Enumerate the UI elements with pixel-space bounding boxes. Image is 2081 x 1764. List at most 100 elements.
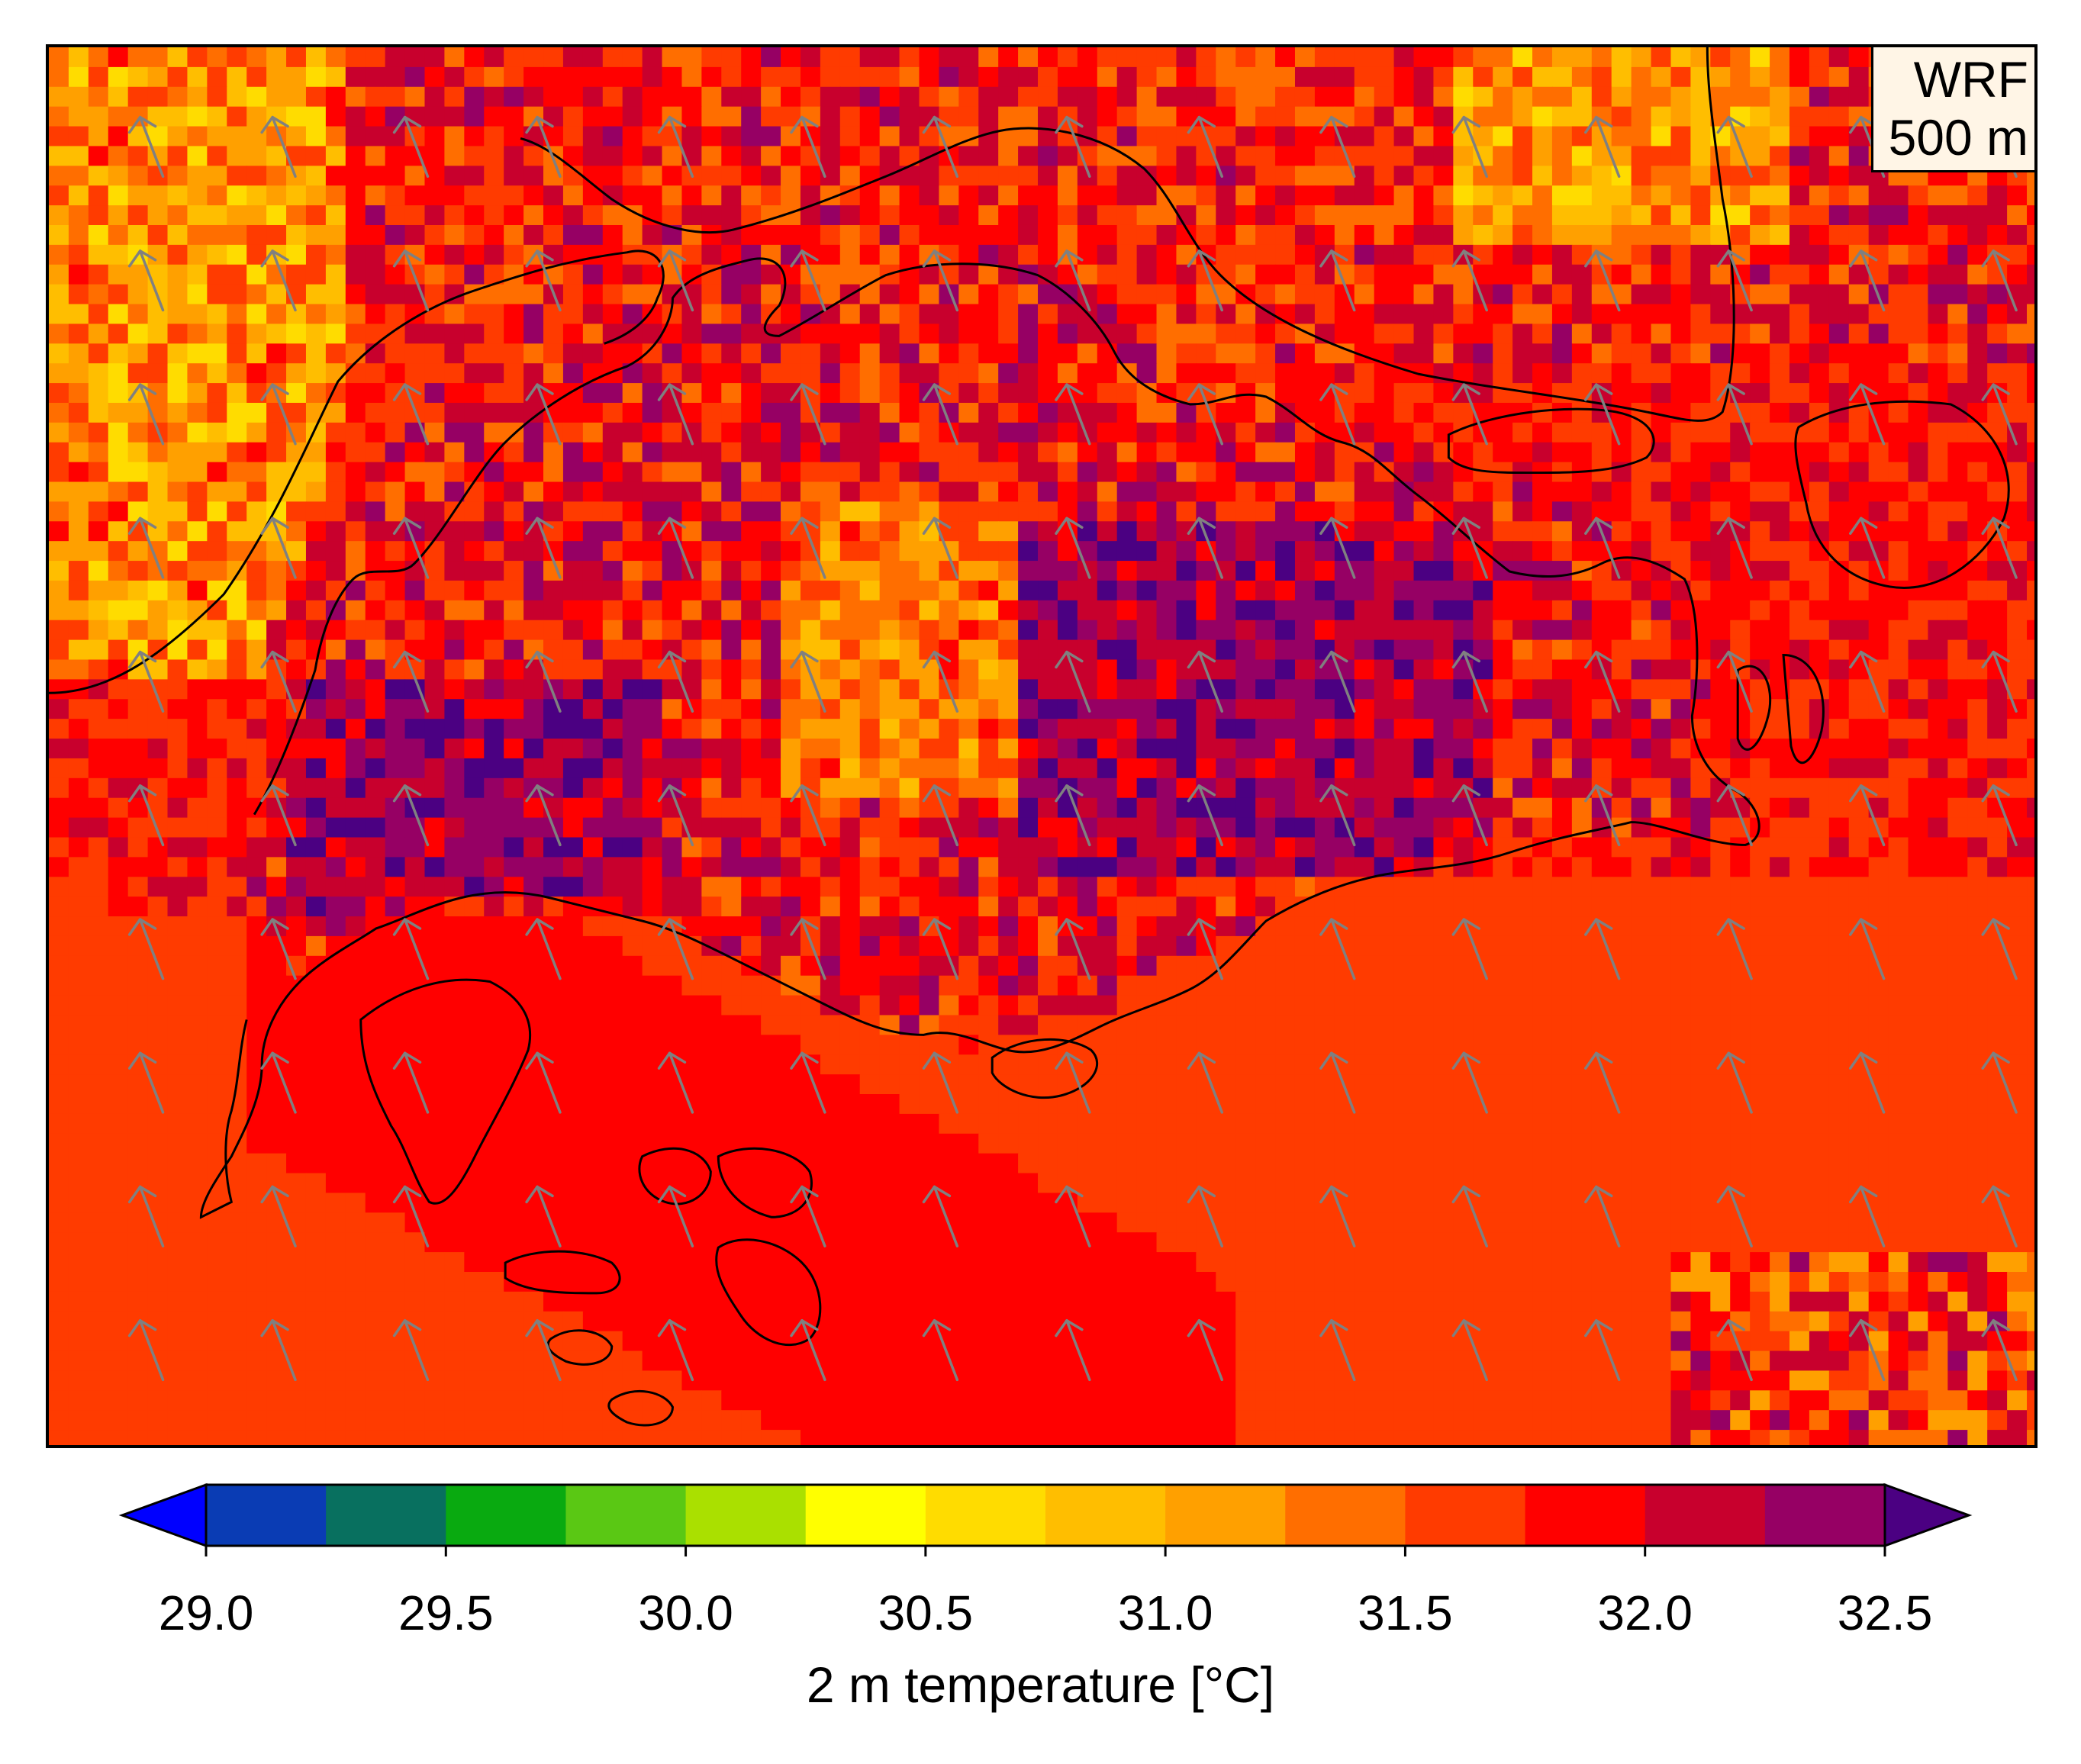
temperature-cell	[345, 699, 366, 719]
temperature-cell	[1354, 402, 1375, 423]
temperature-cell	[305, 561, 327, 581]
temperature-cell	[484, 1015, 504, 1035]
temperature-cell	[167, 462, 188, 483]
temperature-cell	[1077, 481, 1098, 502]
temperature-cell	[404, 224, 426, 246]
temperature-cell	[622, 304, 643, 325]
temperature-cell	[127, 935, 149, 957]
temperature-cell	[88, 837, 109, 858]
temperature-cell	[1275, 659, 1296, 680]
temperature-cell	[879, 935, 900, 957]
temperature-cell	[642, 659, 663, 680]
temperature-cell	[1888, 639, 1909, 661]
temperature-cell	[1393, 877, 1415, 897]
temperature-cell	[1848, 224, 1870, 246]
temperature-cell	[820, 284, 841, 305]
temperature-cell	[741, 877, 762, 897]
temperature-cell	[1116, 817, 1138, 839]
temperature-cell	[1868, 739, 1889, 759]
temperature-cell	[1413, 777, 1435, 799]
temperature-cell	[1393, 422, 1415, 443]
temperature-cell	[761, 877, 781, 897]
temperature-cell	[543, 600, 564, 621]
temperature-cell	[939, 620, 959, 641]
temperature-cell	[1710, 758, 1731, 779]
temperature-cell	[1868, 442, 1889, 463]
temperature-cell	[800, 857, 821, 877]
temperature-cell	[1967, 264, 1988, 285]
temperature-cell	[108, 877, 129, 897]
temperature-cell	[1611, 896, 1632, 917]
temperature-cell	[978, 857, 999, 877]
temperature-cell	[1196, 66, 1216, 88]
temperature-cell	[246, 166, 267, 186]
temperature-cell	[2007, 541, 2028, 562]
temperature-cell	[1433, 166, 1454, 186]
temperature-cell	[622, 777, 643, 799]
temperature-cell	[1611, 224, 1632, 246]
temperature-cell	[1116, 383, 1138, 404]
temperature-cell	[1136, 166, 1158, 186]
temperature-cell	[1888, 975, 1909, 996]
temperature-cell	[1631, 383, 1652, 404]
temperature-cell	[1136, 264, 1158, 285]
temperature-cell	[187, 264, 208, 285]
temperature-cell	[978, 620, 999, 641]
temperature-cell	[1551, 126, 1573, 147]
temperature-cell	[662, 481, 683, 502]
temperature-cell	[1888, 224, 1909, 246]
temperature-cell	[662, 857, 683, 877]
temperature-cell	[1374, 975, 1395, 996]
temperature-cell	[721, 995, 742, 1016]
temperature-cell	[504, 343, 524, 364]
temperature-cell	[404, 739, 426, 759]
temperature-cell	[602, 264, 623, 285]
temperature-cell	[88, 264, 109, 285]
temperature-cell	[1987, 877, 2008, 897]
temperature-cell	[167, 501, 188, 522]
temperature-cell	[1453, 975, 1474, 996]
temperature-cell	[2007, 758, 2028, 779]
temperature-cell	[1928, 837, 1948, 858]
temperature-cell	[859, 422, 881, 443]
temperature-cell	[1651, 777, 1672, 799]
temperature-cell	[1493, 935, 1513, 957]
temperature-cell	[1651, 600, 1672, 621]
temperature-cell	[1354, 146, 1375, 166]
temperature-cell	[286, 600, 307, 621]
temperature-cell	[187, 817, 208, 839]
temperature-cell	[444, 66, 465, 88]
temperature-cell	[504, 86, 524, 108]
temperature-cell	[88, 402, 109, 423]
temperature-cell	[1750, 205, 1770, 226]
temperature-cell	[1374, 561, 1395, 581]
temperature-cell	[1433, 797, 1454, 819]
temperature-cell	[1057, 462, 1078, 483]
temperature-cell	[504, 699, 524, 719]
temperature-cell	[1571, 343, 1593, 364]
temperature-cell	[859, 857, 881, 877]
temperature-cell	[879, 383, 900, 404]
temperature-cell	[602, 442, 623, 463]
temperature-cell	[246, 422, 267, 443]
temperature-cell	[523, 185, 544, 206]
temperature-cell	[781, 955, 801, 977]
temperature-cell	[1571, 758, 1593, 779]
temperature-cell	[1275, 758, 1296, 779]
temperature-cell	[1571, 620, 1593, 641]
temperature-cell	[1750, 146, 1770, 166]
temperature-cell	[1532, 343, 1553, 364]
temperature-cell	[1928, 659, 1948, 680]
temperature-cell	[1473, 86, 1493, 108]
temperature-cell	[88, 975, 109, 996]
temperature-cell	[1730, 600, 1751, 621]
temperature-cell	[286, 343, 307, 364]
temperature-cell	[879, 797, 900, 819]
temperature-cell	[444, 363, 465, 384]
temperature-cell	[305, 739, 327, 759]
temperature-cell	[1493, 758, 1513, 779]
temperature-cell	[1750, 402, 1770, 423]
temperature-cell	[2027, 777, 2034, 799]
temperature-cell	[1770, 205, 1790, 226]
temperature-cell	[781, 935, 801, 957]
